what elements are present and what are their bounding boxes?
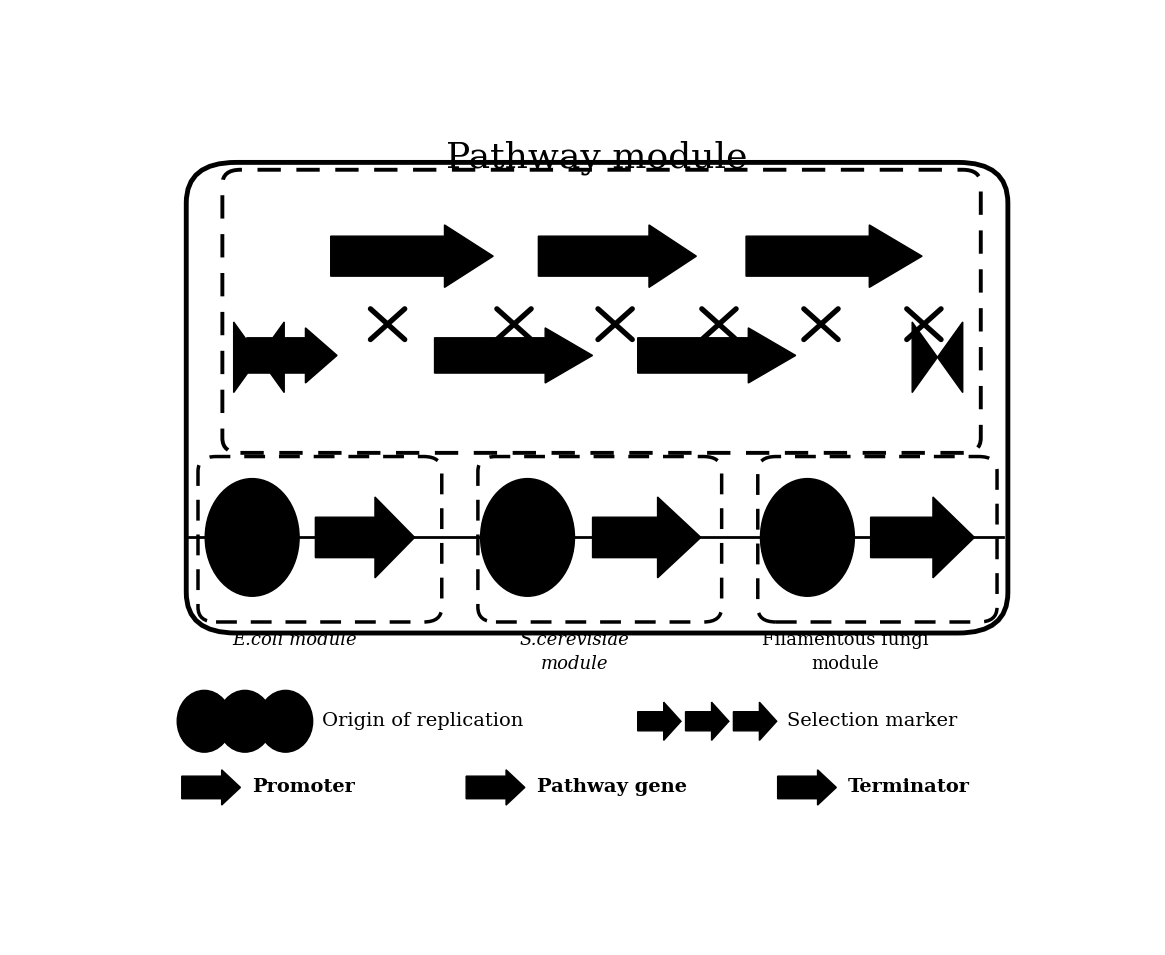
Polygon shape bbox=[734, 702, 777, 740]
Ellipse shape bbox=[259, 690, 312, 753]
Polygon shape bbox=[593, 497, 701, 578]
Polygon shape bbox=[182, 770, 240, 805]
Ellipse shape bbox=[177, 690, 232, 753]
Ellipse shape bbox=[761, 478, 854, 596]
Text: Origin of replication: Origin of replication bbox=[322, 712, 523, 731]
Polygon shape bbox=[247, 328, 337, 383]
Text: Pathway module: Pathway module bbox=[446, 140, 748, 175]
Text: Pathway gene: Pathway gene bbox=[537, 778, 686, 796]
Polygon shape bbox=[435, 328, 593, 383]
Polygon shape bbox=[316, 497, 415, 578]
Ellipse shape bbox=[205, 478, 299, 596]
Polygon shape bbox=[912, 322, 938, 393]
Polygon shape bbox=[938, 322, 962, 393]
Ellipse shape bbox=[218, 690, 271, 753]
Polygon shape bbox=[870, 497, 974, 578]
Polygon shape bbox=[466, 770, 524, 805]
Polygon shape bbox=[637, 702, 682, 740]
Polygon shape bbox=[234, 322, 259, 393]
Text: Selection marker: Selection marker bbox=[786, 712, 956, 731]
Text: E.coli module: E.coli module bbox=[232, 631, 356, 648]
Text: module: module bbox=[541, 655, 608, 673]
Polygon shape bbox=[538, 225, 697, 287]
Text: Terminator: Terminator bbox=[848, 778, 970, 796]
Ellipse shape bbox=[481, 478, 574, 596]
Text: Filamentous fungi: Filamentous fungi bbox=[762, 631, 929, 648]
Polygon shape bbox=[685, 702, 729, 740]
Text: S.cerevisiae: S.cerevisiae bbox=[520, 631, 629, 648]
Text: module: module bbox=[812, 655, 880, 673]
Polygon shape bbox=[259, 322, 284, 393]
Polygon shape bbox=[637, 328, 796, 383]
Polygon shape bbox=[331, 225, 493, 287]
Polygon shape bbox=[746, 225, 923, 287]
Text: Promoter: Promoter bbox=[252, 778, 355, 796]
Polygon shape bbox=[777, 770, 836, 805]
